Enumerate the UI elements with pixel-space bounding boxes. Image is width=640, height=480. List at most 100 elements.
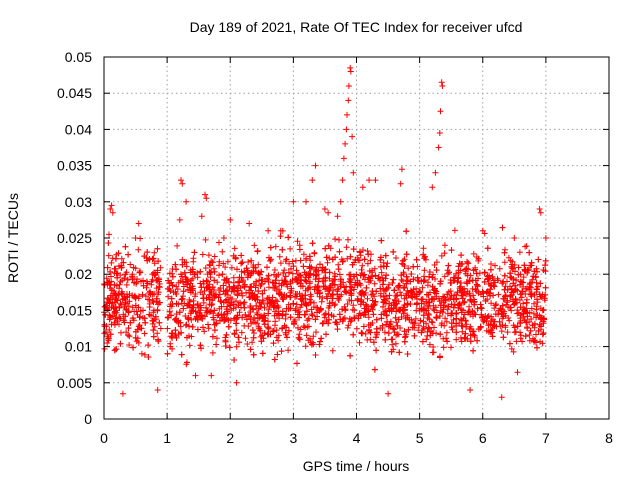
data-point [390,325,397,332]
data-point [239,259,246,266]
data-point [307,299,314,306]
data-point [107,296,114,303]
data-point [427,289,433,296]
data-point [366,326,373,333]
data-point [488,313,495,320]
data-point [206,308,213,315]
data-point [168,295,175,302]
data-point [322,310,329,317]
data-point [135,246,142,253]
data-point [382,336,389,343]
data-point [346,278,353,285]
data-point [533,279,540,286]
data-point [540,330,547,337]
data-point [334,213,341,220]
data-point [441,273,448,280]
data-point [275,290,282,297]
data-point [459,323,466,330]
data-point [365,314,372,321]
axis-ticks [103,56,610,420]
data-point [239,277,246,284]
data-point [448,292,455,299]
data-point [238,260,245,267]
data-point [438,79,445,86]
data-point [389,280,396,286]
data-point [300,263,307,270]
data-point [114,297,121,304]
data-point [142,319,149,326]
data-point [117,340,124,347]
data-point [287,245,294,252]
data-point [539,307,546,314]
data-point [203,304,210,311]
data-point [173,334,180,341]
data-point [265,318,271,325]
data-point [234,312,241,319]
data-point [535,327,542,334]
data-point [538,293,545,300]
data-point [331,276,338,283]
data-point [260,335,267,342]
data-point [154,267,161,274]
data-point [248,257,255,264]
data-point [499,302,506,309]
data-point [453,322,460,329]
data-point [499,322,506,328]
data-point [151,260,158,267]
y-tick-label: 0.005 [57,375,92,391]
data-point [258,338,265,345]
data-point [484,245,491,252]
data-point [377,285,384,292]
data-point [233,379,240,386]
data-point [319,295,326,301]
data-point [464,280,471,287]
data-point [154,330,161,337]
data-point [454,278,461,285]
data-point [509,261,516,268]
data-point [220,282,227,289]
data-point [150,299,157,306]
data-point [122,299,129,306]
data-point [365,251,372,258]
data-point [538,323,545,330]
data-point [332,236,339,243]
data-point [146,290,153,296]
data-point [332,254,339,261]
data-point [393,308,400,315]
data-point [523,243,530,250]
data-point [233,343,240,350]
data-point [397,289,404,296]
data-point [134,311,141,318]
data-point [106,231,112,238]
data-point [339,318,346,325]
data-point [295,271,301,277]
data-point [380,299,387,306]
data-point [306,265,313,272]
data-point [526,309,533,316]
data-point [346,271,353,278]
data-point [253,310,260,316]
data-point [184,334,190,341]
data-point [306,253,313,260]
data-point [261,304,268,311]
data-point [425,312,432,318]
data-point [517,335,524,342]
data-point [422,307,428,314]
data-point [149,317,156,324]
data-point [394,292,401,299]
data-point [173,315,179,322]
data-point [206,291,213,298]
data-point [314,271,320,278]
data-point [400,271,407,277]
data-point [467,297,473,304]
data-point [147,288,153,295]
data-point [146,304,153,310]
data-point [135,339,142,346]
data-point [391,287,398,294]
data-point [203,195,210,202]
data-point [259,277,266,283]
data-point [487,292,494,299]
data-point [303,308,310,315]
data-point [514,323,521,330]
data-point [183,276,190,283]
